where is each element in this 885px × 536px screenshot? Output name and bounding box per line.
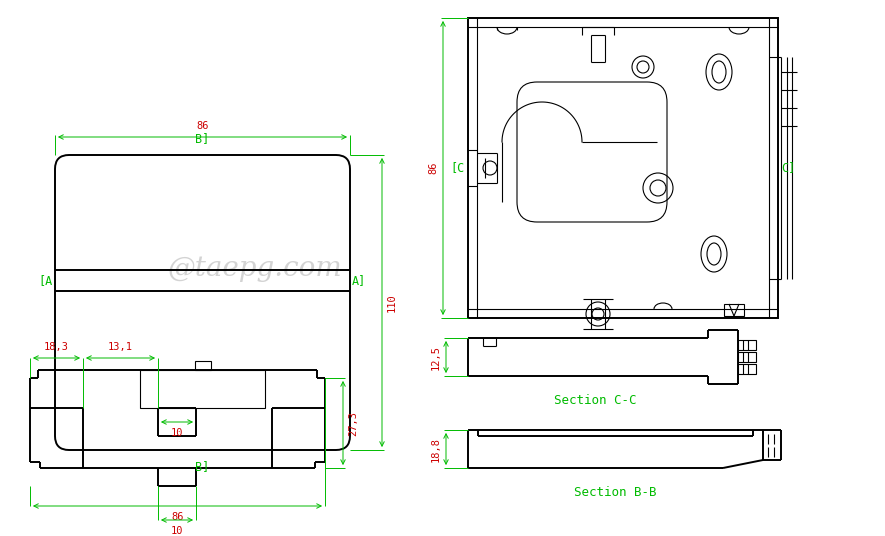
- Bar: [738, 352, 756, 362]
- Text: @taepg.com: @taepg.com: [167, 255, 342, 281]
- Text: B]: B]: [196, 460, 210, 473]
- Text: 10: 10: [171, 526, 183, 536]
- Text: 18,3: 18,3: [44, 342, 69, 352]
- Text: 10: 10: [171, 428, 183, 438]
- Text: 86: 86: [196, 121, 209, 131]
- Text: 27,3: 27,3: [348, 411, 358, 435]
- Text: A]: A]: [352, 274, 366, 287]
- Text: [C: [C: [450, 161, 465, 175]
- Text: 12,5: 12,5: [431, 345, 441, 369]
- Bar: [738, 364, 756, 374]
- Text: 18,8: 18,8: [431, 436, 441, 461]
- Text: [A: [A: [39, 274, 53, 287]
- Bar: [724, 304, 744, 316]
- Text: 110: 110: [387, 293, 397, 312]
- Bar: [195, 361, 211, 370]
- Text: 13,1: 13,1: [108, 342, 133, 352]
- Text: C]: C]: [781, 161, 796, 175]
- Text: Section C-C: Section C-C: [554, 394, 636, 407]
- Text: 86: 86: [428, 162, 438, 174]
- Bar: [140, 370, 265, 408]
- Bar: [738, 340, 756, 350]
- Bar: [468, 18, 778, 318]
- Text: 86: 86: [172, 512, 184, 522]
- Text: B]: B]: [196, 132, 210, 145]
- Bar: [477, 27, 769, 309]
- Text: Section B-B: Section B-B: [573, 486, 657, 499]
